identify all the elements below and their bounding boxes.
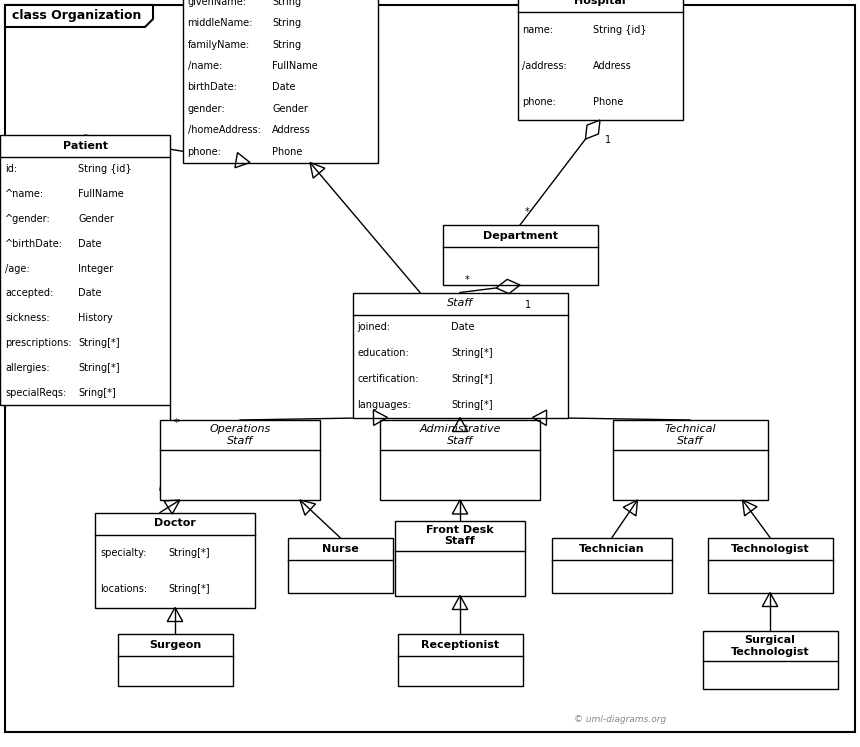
Text: Address: Address [593, 61, 632, 71]
Text: Staff: Staff [447, 299, 473, 309]
Text: Surgeon: Surgeon [149, 640, 201, 650]
Text: Receptionist: Receptionist [421, 640, 499, 650]
Text: String[*]: String[*] [452, 374, 493, 384]
Text: accepted:: accepted: [5, 288, 53, 298]
Bar [182, 0, 378, 163]
Bar [397, 634, 523, 686]
Text: Technician: Technician [579, 544, 645, 554]
Text: FullName: FullName [78, 189, 124, 199]
Bar [443, 225, 598, 285]
Text: name:: name: [523, 25, 554, 35]
Bar [552, 538, 672, 592]
Bar [287, 538, 392, 592]
Text: id:: id: [5, 164, 17, 174]
Text: phone:: phone: [523, 97, 556, 107]
Text: String[*]: String[*] [169, 548, 210, 558]
Bar [0, 135, 170, 405]
Text: familyName:: familyName: [187, 40, 249, 49]
Bar [95, 512, 255, 607]
Text: Nurse: Nurse [322, 544, 359, 554]
Bar [118, 634, 232, 686]
Bar [708, 538, 832, 592]
Text: Surgical
Technologist: Surgical Technologist [731, 635, 809, 657]
Bar [353, 293, 568, 418]
Text: Gender: Gender [78, 214, 114, 224]
Text: *: * [525, 207, 530, 217]
Text: prescriptions:: prescriptions: [5, 338, 71, 348]
Text: History: History [78, 313, 113, 323]
Text: phone:: phone: [187, 146, 221, 157]
Text: String[*]: String[*] [169, 584, 210, 595]
Text: Administrative
Staff: Administrative Staff [420, 424, 501, 446]
Text: Phone: Phone [273, 146, 303, 157]
Text: locations:: locations: [100, 584, 147, 595]
Text: FullName: FullName [273, 61, 318, 71]
Text: /address:: /address: [523, 61, 568, 71]
Text: String[*]: String[*] [452, 400, 493, 409]
Text: © uml-diagrams.org: © uml-diagrams.org [574, 714, 666, 724]
Text: ^gender:: ^gender: [5, 214, 51, 224]
Text: Sring[*]: Sring[*] [78, 388, 116, 397]
Text: String[*]: String[*] [78, 363, 120, 373]
Text: specialReqs:: specialReqs: [5, 388, 66, 397]
Text: 1: 1 [525, 300, 531, 310]
Text: birthDate:: birthDate: [187, 82, 237, 93]
Text: String {id}: String {id} [78, 164, 132, 174]
Text: givenName:: givenName: [187, 0, 247, 7]
Text: Address: Address [273, 125, 311, 135]
Text: Department: Department [482, 231, 557, 241]
Text: languages:: languages: [358, 400, 411, 409]
Text: String: String [273, 40, 301, 49]
Bar [160, 420, 320, 500]
Text: Integer: Integer [78, 264, 114, 273]
Polygon shape [5, 5, 153, 27]
Text: certification:: certification: [358, 374, 419, 384]
Text: allergies:: allergies: [5, 363, 50, 373]
Text: sickness:: sickness: [5, 313, 50, 323]
Bar [703, 631, 838, 689]
Text: String[*]: String[*] [78, 338, 120, 348]
Text: specialty:: specialty: [100, 548, 146, 558]
Text: Date: Date [78, 288, 101, 298]
Text: gender:: gender: [187, 104, 225, 114]
Text: middleName:: middleName: [187, 18, 253, 28]
Text: Technical
Staff: Technical Staff [664, 424, 716, 446]
Text: Hospital: Hospital [574, 0, 626, 6]
Text: *: * [465, 274, 470, 285]
Text: Technologist: Technologist [731, 544, 809, 554]
Text: /name:: /name: [187, 61, 222, 71]
Text: String {id}: String {id} [593, 25, 647, 35]
Text: String: String [273, 0, 301, 7]
Text: education:: education: [358, 348, 409, 358]
Text: Date: Date [273, 82, 296, 93]
Bar [380, 420, 540, 500]
Text: Date: Date [78, 239, 101, 249]
Bar [395, 521, 525, 595]
Bar [518, 0, 683, 120]
Bar [612, 420, 767, 500]
Text: ^birthDate:: ^birthDate: [5, 239, 63, 249]
Text: joined:: joined: [358, 323, 390, 332]
Text: 1: 1 [605, 135, 611, 145]
Text: *: * [174, 418, 180, 428]
Text: String: String [273, 18, 301, 28]
Text: Patient: Patient [63, 141, 108, 151]
Text: Gender: Gender [273, 104, 308, 114]
Text: Doctor: Doctor [154, 518, 196, 528]
Text: Date: Date [452, 323, 475, 332]
Text: /age:: /age: [5, 264, 29, 273]
Text: ^name:: ^name: [5, 189, 44, 199]
Text: class Organization: class Organization [12, 10, 141, 22]
Text: Operations
Staff: Operations Staff [209, 424, 271, 446]
Text: String[*]: String[*] [452, 348, 493, 358]
Text: /homeAddress:: /homeAddress: [187, 125, 261, 135]
Text: Front Desk
Staff: Front Desk Staff [427, 524, 494, 546]
Text: Phone: Phone [593, 97, 624, 107]
